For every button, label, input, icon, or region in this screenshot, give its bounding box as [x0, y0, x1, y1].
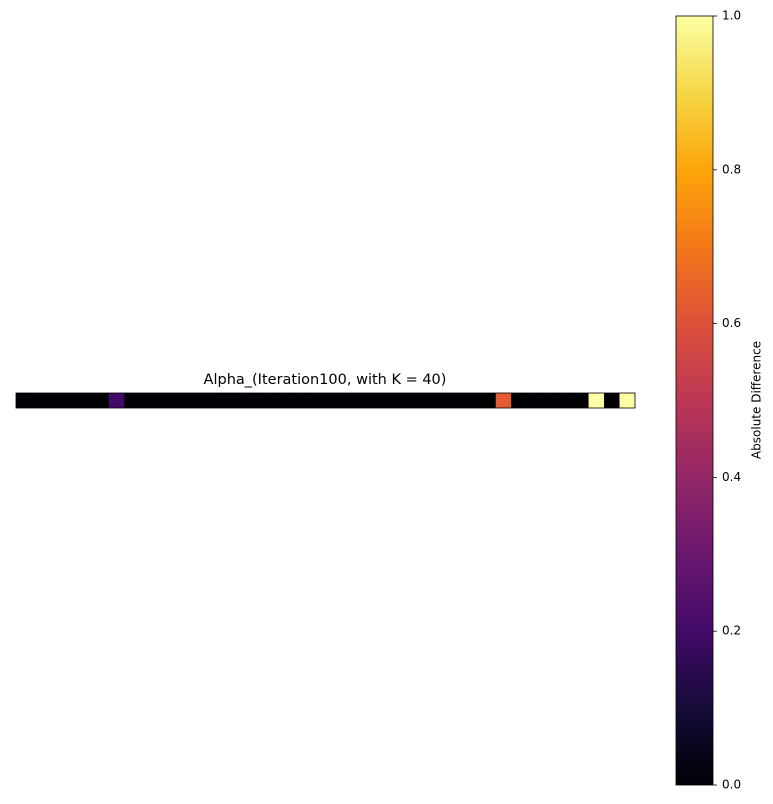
colorbar-tick-label: 0.0 — [722, 778, 741, 792]
heatmap-cell — [557, 393, 574, 408]
chart-title: Alpha_(Iteration100, with K = 40) — [204, 372, 447, 388]
heatmap-cell — [495, 393, 512, 408]
heatmap-cell — [573, 393, 589, 408]
heatmap-cell — [542, 393, 558, 408]
heatmap-cell — [62, 393, 79, 408]
heatmap-cell — [371, 393, 388, 408]
colorbar-tick-label: 0.6 — [722, 316, 741, 330]
heatmap-cell — [511, 393, 527, 408]
heatmap-cell — [588, 393, 605, 408]
heatmap-cell — [449, 393, 466, 408]
heatmap-cell — [325, 393, 342, 408]
heatmap-cell — [356, 393, 373, 408]
heatmap-cell — [248, 393, 264, 408]
heatmap-cell — [387, 393, 404, 408]
colorbar-label: Absolute Difference — [750, 341, 764, 459]
heatmap-cell — [217, 393, 233, 408]
heatmap-cell — [155, 393, 172, 408]
heatmap-cell — [124, 393, 141, 408]
heatmap-cell — [201, 393, 218, 408]
heatmap-frame — [15, 392, 636, 409]
heatmap-cell — [526, 393, 543, 408]
heatmap-cell — [46, 393, 63, 408]
heatmap-cell — [294, 393, 311, 408]
colorbar — [675, 15, 714, 786]
heatmap-cell — [433, 393, 450, 408]
heatmap-cell — [139, 393, 156, 408]
colorbar-tick-label: 0.4 — [722, 470, 741, 484]
heatmap-cell — [604, 393, 620, 408]
heatmap-cell — [310, 393, 326, 408]
colorbar-tick-label: 0.2 — [722, 624, 741, 638]
colorbar-tick-label: 0.8 — [722, 162, 741, 176]
heatmap-cell — [232, 393, 249, 408]
colorbar-tick-label: 1.0 — [722, 9, 741, 23]
heatmap-cell — [77, 393, 94, 408]
heatmap-cell — [186, 393, 202, 408]
heatmap-cell — [340, 393, 357, 408]
heatmap-cell — [279, 393, 295, 408]
heatmap-cell — [418, 393, 435, 408]
heatmap-cell — [31, 393, 48, 408]
heatmap-cell — [464, 393, 481, 408]
heatmap-cell — [480, 393, 497, 408]
heatmap-cell — [263, 393, 280, 408]
heatmap-cell — [16, 393, 32, 408]
heatmap-cell — [93, 393, 110, 408]
heatmap-cell — [108, 393, 125, 408]
heatmap-cell — [619, 393, 636, 408]
heatmap-cell — [402, 393, 419, 408]
heatmap-cell — [170, 393, 187, 408]
